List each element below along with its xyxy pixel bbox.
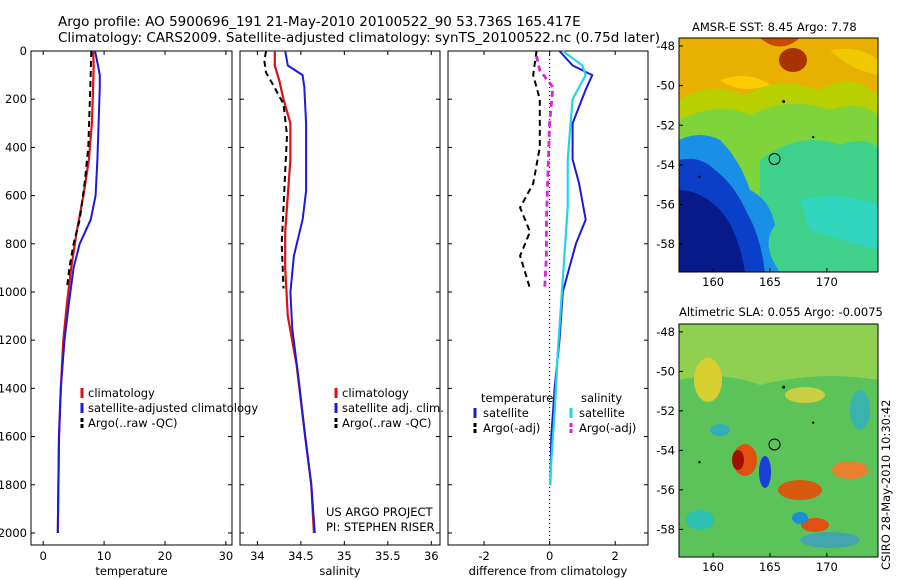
salinity-series-line xyxy=(263,50,288,289)
temperature-legend-label: Argo(..raw -QC) xyxy=(88,416,178,430)
sst-heatmap xyxy=(679,38,878,272)
sla-map-ytick-label: -48 xyxy=(656,325,675,339)
sst-map-ytick-label: -50 xyxy=(656,79,675,93)
sst-map-ytick-label: -54 xyxy=(656,158,675,172)
salinity-series-line xyxy=(284,50,316,534)
sst-map-ytick-label: -58 xyxy=(656,237,675,251)
temperature-frame xyxy=(30,50,233,546)
sla-map-ytick-label: -56 xyxy=(656,483,675,497)
sst-map-title: AMSR-E SST: 8.45 Argo: 7.78 xyxy=(692,20,857,34)
difference-legend-heading: salinity xyxy=(581,391,622,405)
salinity-legend-label: climatology xyxy=(342,386,409,400)
sst-map-xtick-label: 170 xyxy=(816,275,838,289)
temperature-ytick-label: 600 xyxy=(5,189,27,203)
temperature-series-line xyxy=(65,50,93,289)
difference-xlabel: difference from climatology xyxy=(469,564,628,578)
sla-map-ytick-label: -54 xyxy=(656,443,675,457)
temperature-ytick-label: 200 xyxy=(5,92,27,106)
temperature-legend-label: satellite-adjusted climatology xyxy=(88,401,258,415)
temperature-ytick-label: 0 xyxy=(20,44,27,58)
temperature-ytick-label: 1000 xyxy=(0,285,27,299)
sst-map-ytick-label: -56 xyxy=(656,198,675,212)
temperature-ytick-label: 400 xyxy=(5,140,27,154)
sla-map-float-marker xyxy=(768,438,781,451)
temperature-xtick-label: 0 xyxy=(40,549,47,563)
difference-legend-label: Argo(-adj) xyxy=(579,421,636,435)
sla-map-station-marker xyxy=(698,461,701,464)
sst-map-ytick-label: -48 xyxy=(656,39,675,53)
temperature-xlabel: temperature xyxy=(95,564,167,578)
sst-map-xtick-label: 160 xyxy=(702,275,724,289)
sla-map-ytick-label: -58 xyxy=(656,522,675,536)
temperature-legend-label: climatology xyxy=(88,386,155,400)
sst-map-float-marker xyxy=(768,152,781,165)
salinity-xlabel: salinity xyxy=(319,564,360,578)
difference-xtick-label: -2 xyxy=(478,549,489,563)
sla-map-station-marker xyxy=(811,421,815,424)
salinity-legend-label: Argo(..raw -QC) xyxy=(342,416,432,430)
difference-series-line xyxy=(535,55,555,289)
sst-map-xtick-label: 165 xyxy=(759,275,781,289)
sst-map-station-marker xyxy=(811,135,815,139)
difference-series-line xyxy=(549,50,587,485)
sst-map-ytick-label: -52 xyxy=(656,118,675,132)
temperature-ytick-label: 1600 xyxy=(0,430,27,444)
difference-legend-label: satellite xyxy=(483,406,529,420)
difference-legend-heading: temperature xyxy=(481,391,553,405)
salinity-xtick-label: 34.5 xyxy=(288,549,314,563)
sst-map-station-marker xyxy=(698,175,701,179)
project-annotation: US ARGO PROJECT xyxy=(326,505,434,519)
salinity-xtick-label: 35.5 xyxy=(375,549,401,563)
difference-series-line xyxy=(519,50,541,289)
temperature-ytick-label: 1400 xyxy=(0,381,27,395)
temperature-xtick-label: 20 xyxy=(158,549,173,563)
salinity-xtick-label: 34 xyxy=(250,549,265,563)
difference-xtick-label: 0 xyxy=(546,549,553,563)
climatology-title: Climatology: CARS2009. Satellite-adjuste… xyxy=(58,30,661,46)
temperature-xtick-label: 10 xyxy=(97,549,112,563)
sla-map-ytick-label: -52 xyxy=(656,404,675,418)
sla-map-xtick-label: 165 xyxy=(759,560,781,574)
difference-xtick-label: 2 xyxy=(612,549,619,563)
sla-map-ytick-label: -50 xyxy=(656,364,675,378)
sla-map-frame xyxy=(678,323,879,558)
temperature-ytick-label: 1200 xyxy=(0,333,27,347)
sla-map-xtick-label: 170 xyxy=(816,560,838,574)
sla-map-xtick-label: 160 xyxy=(702,560,724,574)
salinity-xtick-label: 36 xyxy=(424,549,439,563)
salinity-xtick-label: 35 xyxy=(337,549,352,563)
temperature-series-line xyxy=(56,50,101,534)
temperature-xtick-label: 30 xyxy=(219,549,234,563)
temperature-ytick-label: 800 xyxy=(5,237,27,251)
difference-legend-label: Argo(-adj) xyxy=(483,421,540,435)
difference-frame xyxy=(447,50,649,546)
temperature-ytick-label: 1800 xyxy=(0,478,27,492)
pi-annotation: PI: STEPHEN RISER xyxy=(326,520,435,534)
profile-title: Argo profile: AO 5900696_191 21-May-2010… xyxy=(58,14,581,30)
sst-map-frame xyxy=(678,37,879,273)
sst-map-station-marker xyxy=(782,99,786,103)
sla-map-station-marker xyxy=(782,385,786,389)
difference-legend-label: satellite xyxy=(579,406,625,420)
salinity-legend-label: satellite adj. clim. xyxy=(342,401,444,415)
temperature-ytick-label: 2000 xyxy=(0,526,27,540)
sla-map-title: Altimetric SLA: 0.055 Argo: -0.0075 xyxy=(679,305,883,319)
salinity-frame xyxy=(239,50,441,546)
